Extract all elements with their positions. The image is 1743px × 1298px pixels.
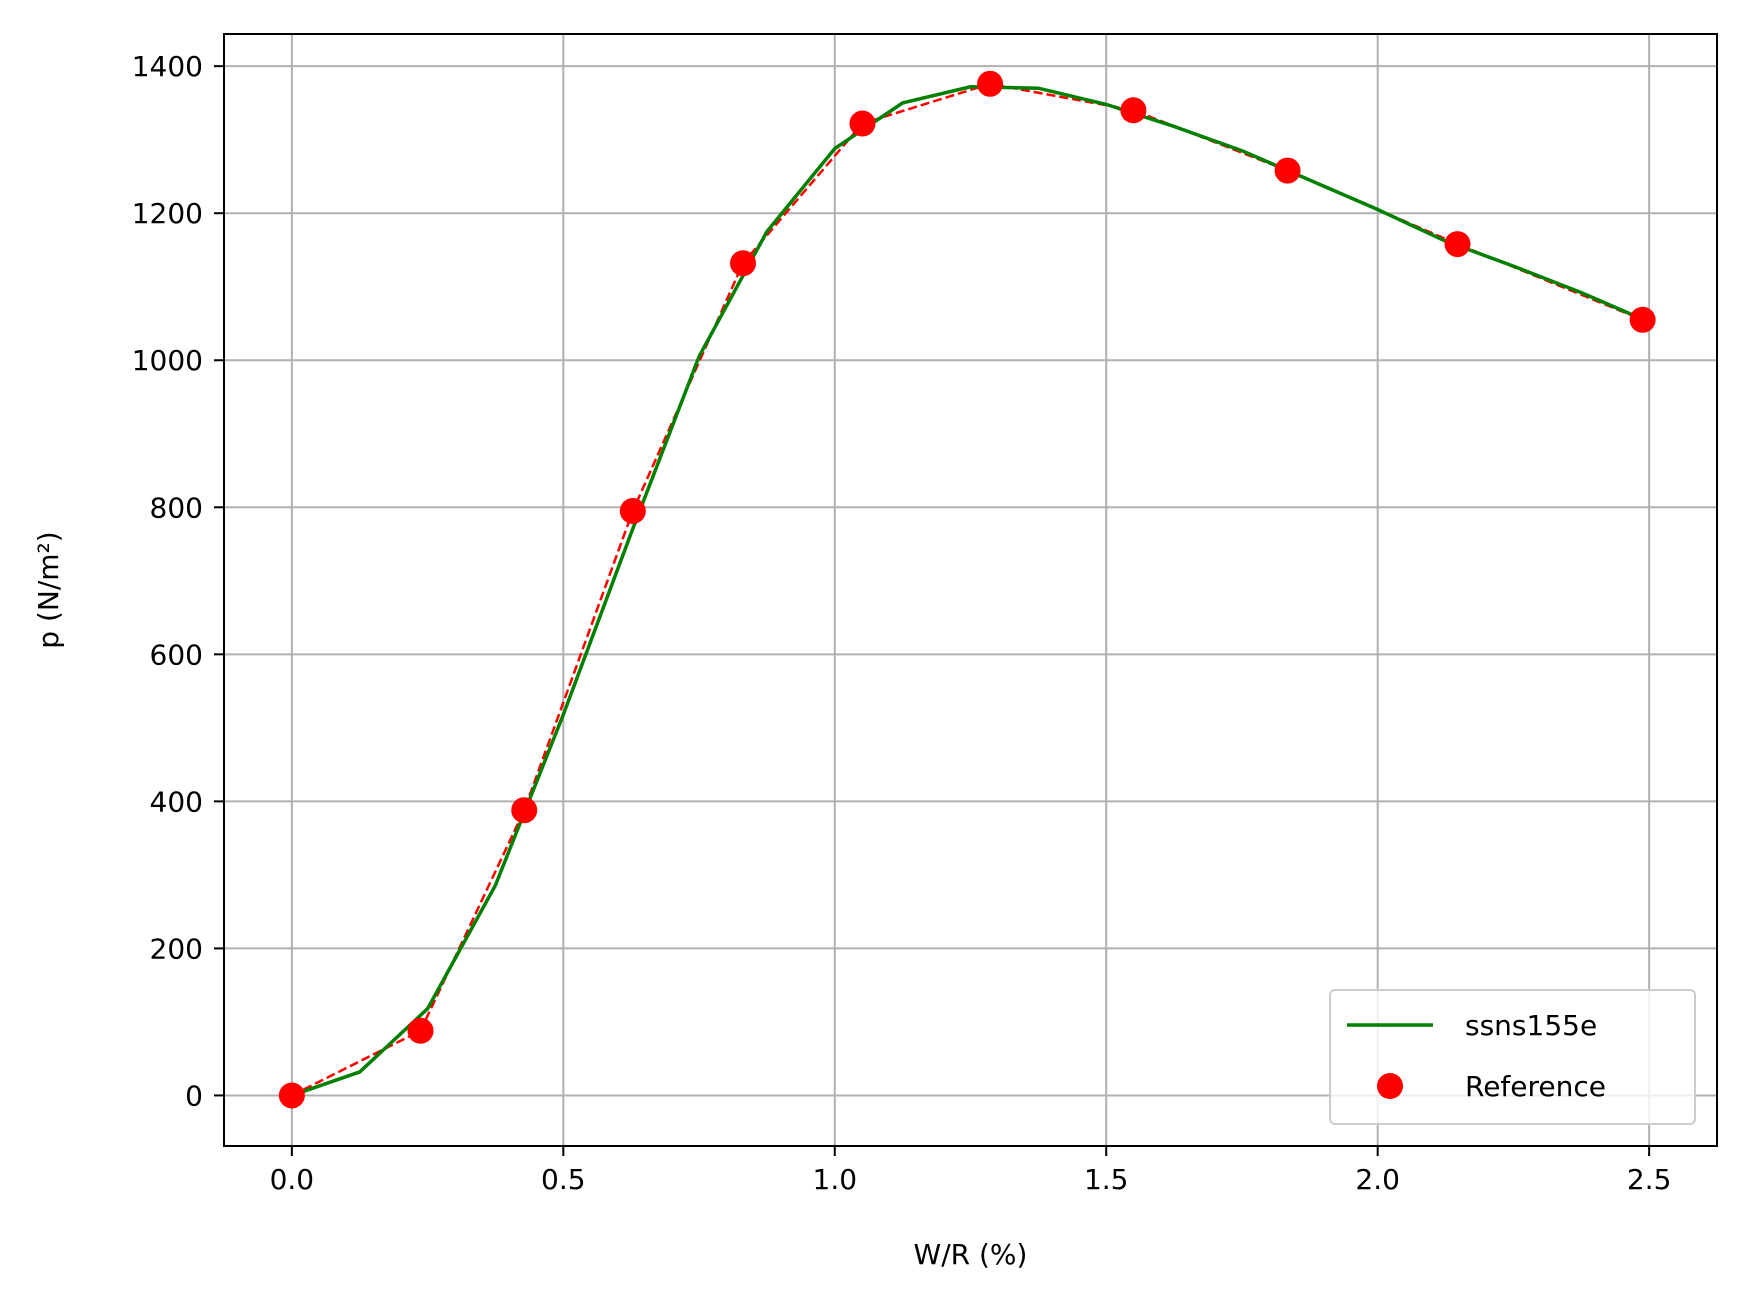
y-tick-label: 0	[185, 1079, 203, 1112]
x-tick-label: 1.5	[1084, 1163, 1129, 1196]
y-tick-label: 400	[150, 785, 203, 818]
y-tick-label: 200	[150, 932, 203, 965]
reference-point	[278, 1082, 305, 1109]
x-tick-label: 2.0	[1355, 1163, 1400, 1196]
reference-point	[730, 250, 757, 277]
reference-point	[849, 110, 876, 137]
reference-point	[977, 70, 1004, 97]
reference-point	[1274, 157, 1301, 184]
reference-point	[511, 797, 538, 824]
reference-point	[1444, 231, 1471, 258]
legend-label-reference: Reference	[1465, 1070, 1606, 1103]
plot-frame	[223, 33, 1718, 1147]
series-layer	[278, 70, 1656, 1109]
y-tick-label: 1000	[132, 344, 203, 377]
x-axis-label: W/R (%)	[914, 1238, 1028, 1271]
x-tick-label: 2.5	[1627, 1163, 1672, 1196]
axis-ticks: 0.0 0.5 1.0 1.5 2.0 2.5 0 200 400 600 800 1000 1200 1…	[132, 50, 1672, 1196]
reference-point	[1629, 306, 1656, 333]
grid	[224, 34, 1717, 1146]
legend-marker-swatch	[1377, 1073, 1403, 1099]
ssns155e-line	[291, 84, 1650, 1098]
x-tick-label: 0.0	[270, 1163, 315, 1196]
y-tick-label: 1200	[132, 197, 203, 230]
y-tick-label: 1400	[132, 50, 203, 83]
reference-point	[407, 1017, 434, 1044]
y-tick-label: 800	[150, 491, 203, 524]
legend-label-ssns155e: ssns155e	[1465, 1009, 1597, 1042]
reference-point	[1120, 97, 1147, 124]
legend: ssns155e Reference	[1329, 989, 1696, 1125]
y-tick-label: 600	[150, 638, 203, 671]
x-tick-label: 1.0	[813, 1163, 858, 1196]
reference-dashed-line	[291, 82, 1644, 1097]
y-axis-label: p (N/m²)	[32, 531, 65, 648]
x-tick-label: 0.5	[541, 1163, 586, 1196]
reference-point	[619, 497, 646, 524]
